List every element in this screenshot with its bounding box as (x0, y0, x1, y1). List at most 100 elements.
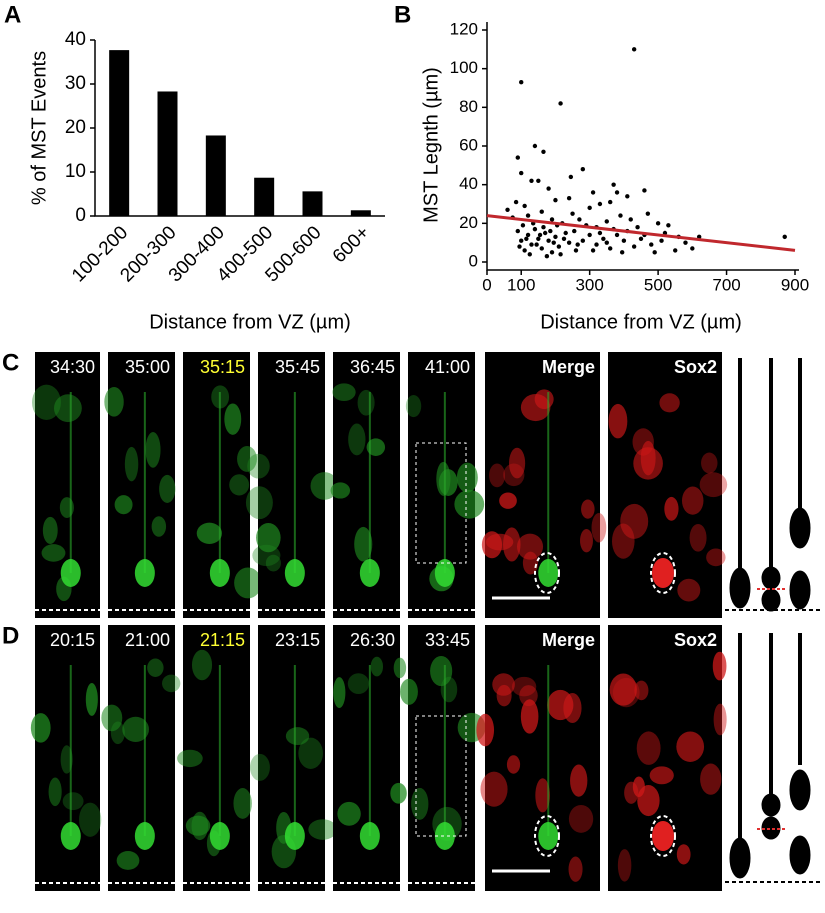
point (587, 205, 592, 211)
point (628, 217, 633, 222)
soma (434, 822, 455, 850)
point (652, 250, 657, 255)
cell (519, 685, 538, 707)
y-tick-label: 10 (65, 161, 86, 182)
point (542, 230, 548, 236)
zoom-box (415, 442, 467, 564)
panel-label: B (394, 1, 411, 28)
soma (134, 559, 155, 587)
image (333, 625, 400, 891)
cell (485, 533, 514, 551)
cell (348, 423, 366, 456)
point (690, 246, 695, 251)
image-frame: 34:30 (32, 352, 100, 618)
soma (209, 559, 230, 587)
cell (247, 453, 270, 479)
point (594, 242, 599, 247)
point (601, 236, 606, 241)
cell (41, 544, 66, 562)
y-tick-label: 60 (459, 135, 478, 154)
cell (191, 649, 213, 681)
cell (520, 699, 539, 734)
point (532, 143, 538, 149)
cell (147, 658, 164, 677)
cell (124, 446, 139, 482)
outline (650, 815, 676, 857)
bar (350, 210, 371, 216)
cell (42, 516, 58, 545)
cell (265, 554, 281, 572)
point (631, 47, 637, 52)
image (485, 625, 600, 891)
point (568, 174, 574, 180)
cell (706, 548, 726, 567)
cell (101, 704, 123, 732)
soma (60, 822, 81, 850)
point (525, 232, 531, 238)
x-axis-label: Distance from VZ (µm) (540, 311, 742, 333)
point (553, 197, 558, 203)
point (519, 238, 524, 243)
cell (476, 713, 495, 747)
cell (676, 731, 705, 762)
cell (60, 745, 73, 774)
cell (196, 522, 223, 544)
cell (354, 526, 373, 562)
cell (489, 463, 506, 488)
soma (652, 558, 674, 588)
cell (62, 792, 84, 811)
y-tick-label: 0 (469, 251, 478, 270)
soma (359, 822, 380, 850)
point (580, 167, 586, 172)
cell (79, 802, 102, 837)
point (515, 155, 520, 160)
soma (652, 821, 674, 851)
y-tick-label: 0 (75, 205, 86, 226)
point (527, 252, 532, 257)
point (611, 182, 616, 187)
cell (617, 849, 632, 882)
frame-label: 26:30 (350, 630, 395, 650)
frame-label: 33:45 (425, 630, 470, 650)
point (541, 149, 546, 154)
cell (701, 452, 718, 474)
panel-label: C (2, 349, 19, 376)
image-frame: 36:45 (330, 352, 400, 618)
outline (650, 552, 676, 594)
cell (30, 713, 51, 743)
point (666, 223, 671, 228)
cell (233, 788, 252, 819)
cell (570, 764, 588, 797)
image-frame: 26:30 (333, 625, 407, 891)
cell (298, 737, 323, 769)
bar (254, 177, 275, 216)
point (590, 248, 596, 253)
cell (159, 474, 176, 503)
cell (612, 677, 640, 708)
frame-label: 23:15 (275, 630, 320, 650)
cell (411, 787, 429, 820)
cell (581, 499, 595, 519)
point (529, 178, 534, 183)
image-frame: 33:45 (400, 625, 486, 891)
x-tick-label: 900 (781, 275, 809, 294)
cell (337, 801, 361, 826)
point (525, 213, 531, 218)
point (635, 225, 640, 230)
x-tick-label: 300 (575, 275, 603, 294)
cell (104, 387, 124, 417)
cell (499, 492, 517, 509)
point (519, 80, 524, 85)
cell (454, 489, 485, 519)
cell (699, 472, 728, 498)
soma (284, 822, 305, 850)
cell (516, 533, 544, 560)
cell (224, 403, 242, 435)
point (563, 230, 568, 236)
cell (632, 428, 654, 456)
cell (370, 656, 384, 677)
cell (689, 523, 707, 552)
image-frame: 35:15 (183, 352, 262, 618)
point (536, 178, 541, 183)
